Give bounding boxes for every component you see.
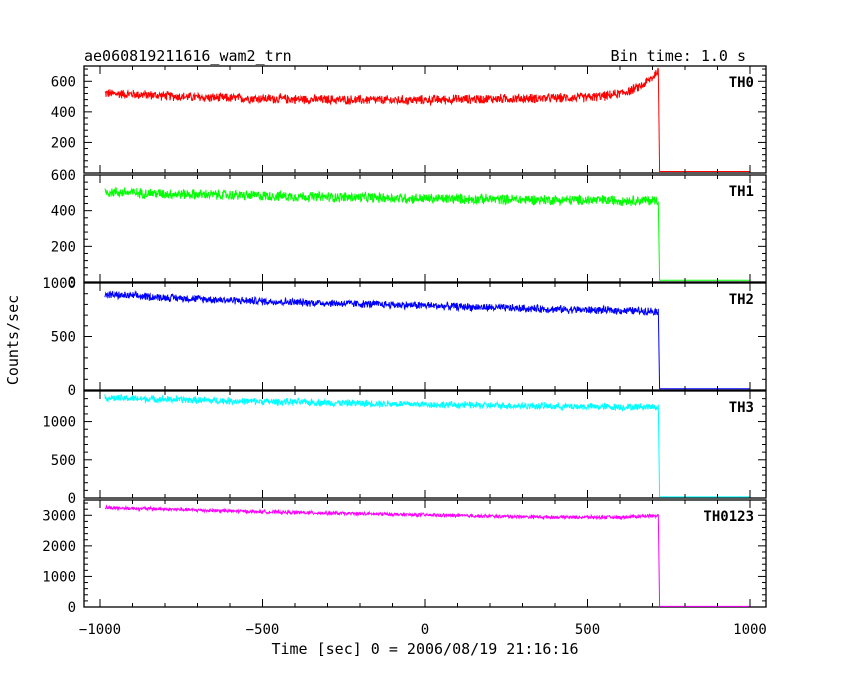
series-line-th0 xyxy=(104,67,750,172)
series-line-th1 xyxy=(104,186,750,281)
channel-label-th1: TH1 xyxy=(729,184,754,200)
bin-time-label: Bin time: 1.0 s xyxy=(611,47,746,65)
y-tick-label: 500 xyxy=(51,453,76,469)
channel-label-th0123: TH0123 xyxy=(703,509,754,525)
y-tick-label: 2000 xyxy=(42,539,76,555)
channel-label-th3: TH3 xyxy=(729,400,754,416)
x-tick-label: −500 xyxy=(246,622,280,638)
x-tick-label: 1000 xyxy=(733,622,767,638)
x-axis-label: Time [sec] 0 = 2006/08/19 21:16:16 xyxy=(271,640,578,658)
y-tick-label: 500 xyxy=(51,330,76,346)
y-tick-label: 400 xyxy=(51,204,76,220)
y-tick-label: 600 xyxy=(51,168,76,184)
figure-title: ae060819211616_wam2_trn xyxy=(84,47,292,65)
panel-th1: 0 200 400 600 TH1 xyxy=(51,168,767,291)
x-tick-label: −1000 xyxy=(79,622,121,638)
panel-frame xyxy=(83,174,767,283)
panel-frame xyxy=(83,390,767,499)
x-tick-label: 500 xyxy=(575,622,600,638)
panels-group: 200 400 600 TH0 0 200 400 600 TH1 0 500 1000 TH2 0 500… xyxy=(42,65,767,616)
y-tick-label: 600 xyxy=(51,74,76,90)
y-tick-label: 1000 xyxy=(42,276,76,292)
series-line-th0123 xyxy=(104,504,750,607)
y-tick-label: 0 xyxy=(68,383,76,399)
series-line-th3 xyxy=(104,393,750,498)
x-axis: −1000 −500 0 500 1000 xyxy=(79,622,767,638)
panel-frame xyxy=(83,65,767,174)
y-tick-label: 3000 xyxy=(42,508,76,524)
y-tick-label: 0 xyxy=(68,491,76,507)
y-tick-label: 0 xyxy=(68,275,76,291)
x-tick-label: 0 xyxy=(421,622,429,638)
y-tick-label: 200 xyxy=(51,239,76,255)
y-axis-label: Counts/sec xyxy=(4,295,22,385)
channel-label-th2: TH2 xyxy=(729,292,754,308)
y-tick-label: 1000 xyxy=(42,569,76,585)
y-tick-label: 400 xyxy=(51,105,76,121)
channel-label-th0: TH0 xyxy=(729,75,754,91)
panel-th0123: 0 1000 2000 3000 TH0123 xyxy=(42,499,767,616)
y-tick-label: 1000 xyxy=(42,415,76,431)
panel-th3: 0 500 1000 TH3 xyxy=(42,390,767,507)
series-line-th2 xyxy=(104,290,750,390)
panel-th0: 200 400 600 TH0 xyxy=(51,65,767,174)
y-tick-label: 200 xyxy=(51,135,76,151)
y-tick-label: 0 xyxy=(68,600,76,616)
panel-th2: 0 500 1000 TH2 xyxy=(42,276,767,399)
